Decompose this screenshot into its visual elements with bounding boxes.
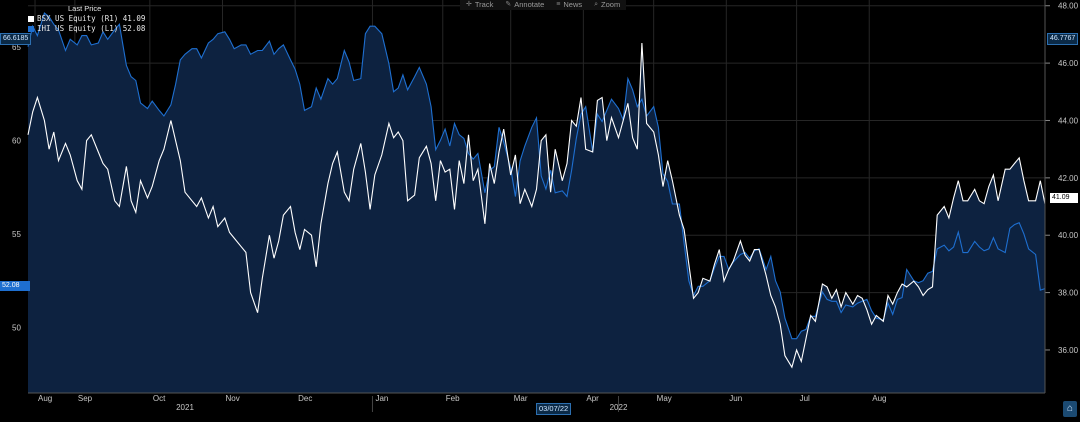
toolbar-label: Zoom	[601, 0, 621, 9]
x-axis-month-label: Feb	[446, 394, 460, 403]
left-axis-tick-label: 65	[12, 43, 21, 52]
chart-settings-icon[interactable]: ⌂	[1063, 401, 1077, 417]
legend-item-bsx[interactable]: BSX US Equity (R1) 41.09	[28, 14, 145, 24]
toolbar-annotate-button[interactable]: ✎ Annotate	[505, 0, 544, 10]
legend: Last Price BSX US Equity (R1) 41.09 IHI …	[28, 4, 145, 34]
legend-item-label: IHI US Equity (L1) 52.08	[37, 24, 146, 33]
right-axis-tick-label: 44.00	[1058, 116, 1079, 125]
toolbar-label: Annotate	[514, 0, 545, 9]
x-axis-month-label: Dec	[298, 394, 312, 403]
left-axis-tick-label: 55	[12, 230, 21, 239]
bsx-series-line	[27, 42, 1046, 369]
x-axis-year-label: 2022	[610, 403, 628, 412]
right-axis-tick-label: 48.00	[1058, 2, 1079, 11]
toolbar-track-button[interactable]: ✛ Track	[466, 0, 493, 10]
area-fill	[28, 13, 1045, 393]
track-icon: ✛	[466, 1, 472, 8]
legend-title: Last Price	[68, 4, 102, 13]
right-axis-high-badge: 46.7767	[1047, 33, 1079, 45]
chart-toolbar: ✛ Track ✎ Annotate ≡ News ⌕ Zoom	[460, 0, 627, 10]
x-axis-month-label: Oct	[153, 394, 166, 403]
legend-item-label: BSX US Equity (R1) 41.09	[37, 14, 146, 23]
x-axis-month-label: May	[657, 394, 672, 403]
axes: 36.00 38.00 40.00 42.00 44.00 46.00 48.00 50 55 6…	[12, 0, 1079, 412]
x-axis-month-label: Jan	[375, 394, 388, 403]
x-axis-month-label: Nov	[225, 394, 239, 403]
zoom-icon: ⌕	[594, 1, 599, 8]
toolbar-zoom-button[interactable]: ⌕ Zoom	[594, 0, 620, 10]
news-icon: ≡	[556, 1, 561, 8]
ihi-swatch	[28, 26, 34, 32]
right-axis-tick-label: 40.00	[1058, 231, 1079, 240]
ihi-last-price-badge: 52.08	[0, 281, 30, 291]
right-axis-tick-label: 42.00	[1058, 174, 1079, 183]
left-axis-tick-label: 60	[12, 136, 21, 145]
toolbar-news-button[interactable]: ≡ News	[556, 0, 582, 10]
annotate-icon: ✎	[505, 1, 512, 8]
left-axis-tick-label: 50	[12, 324, 21, 333]
x-axis-month-label: Aug	[872, 394, 886, 403]
x-axis-month-label: Jun	[729, 394, 742, 403]
x-axis-month-label: Aug	[38, 394, 52, 403]
left-axis-high-badge: 66.6185	[0, 33, 32, 45]
legend-item-ihi[interactable]: IHI US Equity (L1) 52.08	[28, 24, 145, 34]
bsx-swatch	[28, 16, 34, 22]
x-axis-month-label: Jul	[800, 394, 810, 403]
right-axis-tick-label: 38.00	[1058, 289, 1079, 298]
x-axis-month-label: Sep	[78, 394, 93, 403]
x-axis-month-label: Apr	[586, 394, 599, 403]
bsx-last-price-badge: 41.09	[1050, 193, 1078, 203]
x-axis-year-label: 2021	[176, 403, 194, 412]
x-axis-month-label: Mar	[514, 394, 528, 403]
toolbar-label: News	[563, 0, 583, 9]
crosshair-date-badge: 03/07/22	[536, 403, 572, 415]
right-axis-tick-label: 46.00	[1058, 59, 1079, 68]
toolbar-label: Track	[474, 0, 494, 9]
right-axis-tick-label: 36.00	[1058, 346, 1079, 355]
